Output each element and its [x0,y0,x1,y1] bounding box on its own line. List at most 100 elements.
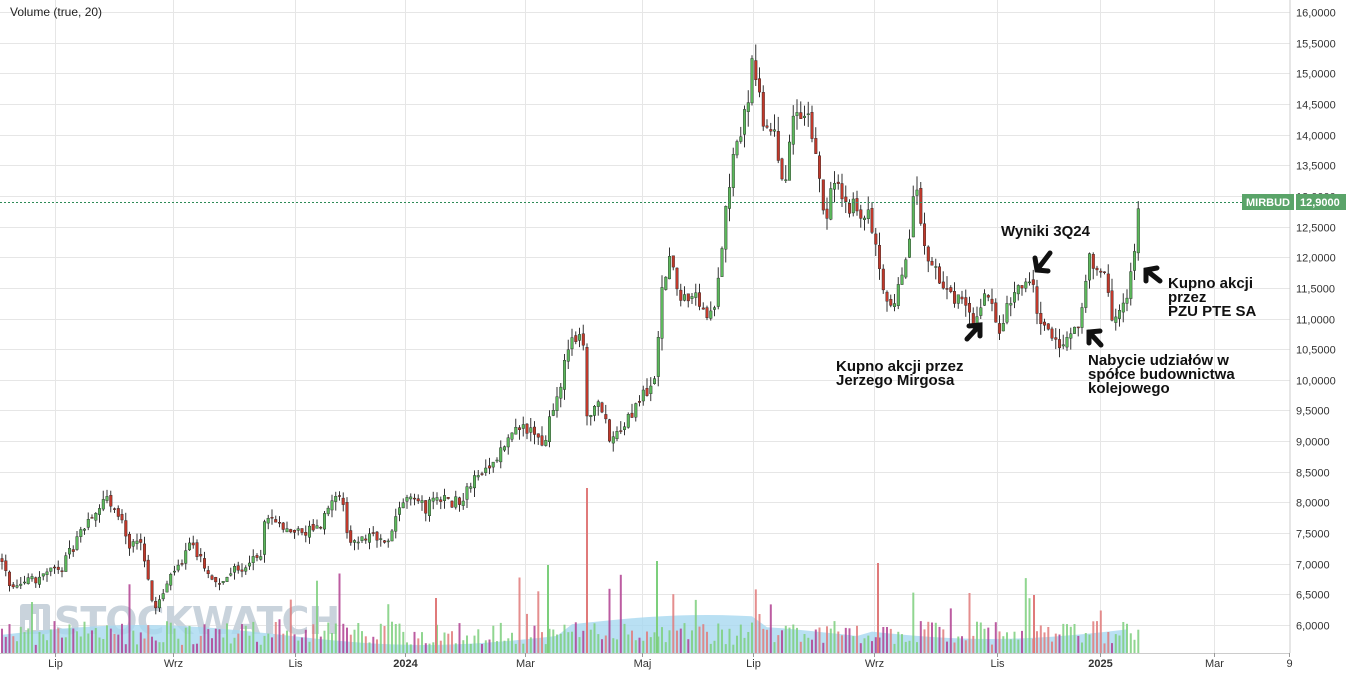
volume-bar [454,643,457,653]
candle-body [247,562,251,567]
candle-body [146,559,150,580]
candle-body [803,115,807,118]
volume-bar [668,630,671,653]
candle-body [668,256,672,280]
candle-body [60,570,64,572]
candle-body [465,486,469,500]
volume-bar [867,635,870,653]
volume-bar [893,643,896,653]
volume-bar [1133,639,1136,653]
volume-bar [308,641,311,653]
candle-body [506,437,510,448]
candle-body [473,475,477,489]
candle-body [120,514,124,521]
candle-body [383,540,387,543]
y-tick-label: 14,0000 [1296,131,1336,143]
annotation-line: spółce budownictwa [1088,366,1235,383]
volume-bar [676,630,678,653]
candle-body [109,495,113,507]
candle-body [124,520,128,537]
candle-body [788,141,792,181]
volume-bar [87,633,90,653]
volume-bar [364,636,367,653]
candle-body [683,294,687,301]
candle-body [356,541,360,544]
y-tick-label: 10,5000 [1296,345,1336,357]
candle-body [409,496,413,500]
candle-body [578,334,582,341]
candle-body [405,497,409,502]
candle-body [1009,303,1013,306]
y-tick-label: 7,5000 [1296,529,1330,541]
candle-body [551,410,555,416]
candle-body [56,566,60,570]
volume-bar [136,644,138,653]
candle-body [679,289,683,301]
volume-bar [1111,643,1113,653]
x-tick-label: 2025 [1088,658,1112,670]
candle-body [1084,281,1088,308]
volume-bar [158,642,161,653]
volume-bar [16,641,18,653]
candle-body [630,412,634,418]
candle-body [923,223,927,246]
volume-bar [766,629,768,653]
volume-bar [188,625,191,653]
volume-bar [222,637,225,653]
volume-bar [409,644,412,653]
candle-body [893,303,897,307]
volume-bar [252,621,255,653]
candle-body [195,542,199,557]
candle-body [690,296,694,299]
y-tick-label: 13,5000 [1296,161,1336,173]
candle-body [435,497,439,501]
volume-bars [1,488,1140,653]
volume-bar [976,621,978,653]
volume-bar [469,643,472,653]
annotation-line: Wyniki 3Q24 [1001,223,1091,240]
volume-bar [1122,622,1125,653]
volume-bar [889,628,892,653]
candle-body [244,567,248,572]
candlesticks [0,44,1140,615]
volume-spike-bar [435,598,437,653]
annotation-line: Kupno akcji [1168,275,1253,292]
volume-bar [447,633,450,653]
candle-body [859,209,863,219]
volume-bar [1126,623,1128,653]
candle-body [116,508,120,517]
volume-bar [754,589,757,653]
candle-body [386,540,390,543]
candle-body [431,497,435,502]
volume-bar [316,580,318,653]
volume-bar [173,628,176,653]
volume-bar [1129,633,1132,653]
volume-bar [1043,632,1046,653]
y-tick-label: 14,5000 [1296,100,1336,112]
candle-body [529,427,533,433]
volume-bar [184,627,187,653]
candle-body [626,414,630,428]
volume-bar [192,644,195,653]
candle-body [26,577,30,584]
volume-bar [229,643,232,653]
volume-bar [496,641,498,653]
candle-body [1129,271,1133,299]
candle-body [127,534,131,549]
volume-bar [492,625,495,653]
candle-body [1046,323,1050,330]
volume-bar [196,643,198,653]
volume-bar [211,638,213,653]
volume-bar [34,644,37,653]
volume-bar [244,625,247,653]
volume-bar [102,639,105,653]
candle-body [548,416,552,443]
candle-body [840,183,844,200]
candle-body [499,447,503,463]
volume-bar [162,642,165,653]
candle-body [608,419,612,442]
price-tag-value: 12,9000 [1300,197,1340,209]
candle-body [750,58,754,104]
volume-bar [147,625,150,653]
volume-bar [132,630,135,653]
